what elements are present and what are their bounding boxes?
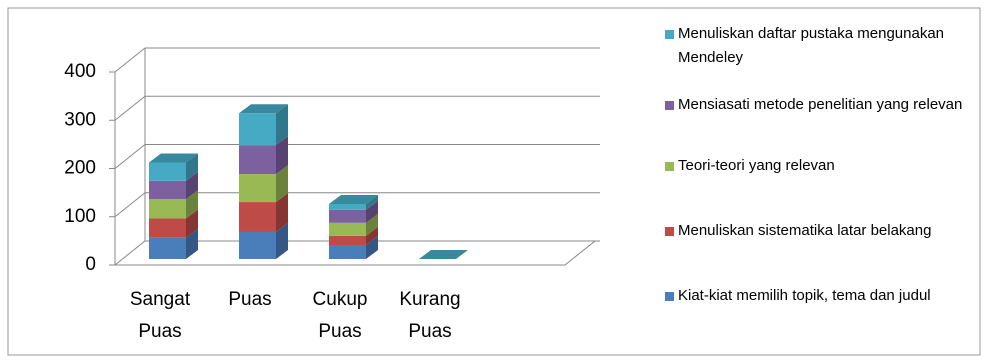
- x-tick-label: Sangat Puas: [130, 289, 191, 342]
- bar-side: [276, 193, 288, 232]
- bar-segment: [149, 237, 186, 259]
- y-tick-label: 400: [64, 61, 96, 82]
- grid-line: [114, 47, 600, 73]
- y-tick-label: 200: [64, 158, 96, 179]
- bar-segment: [329, 235, 366, 246]
- x-tick-label: Cukup Puas: [313, 289, 368, 342]
- chart-border: [7, 7, 981, 356]
- bar-segment: [149, 218, 186, 238]
- bar-side: [366, 213, 378, 236]
- legend-swatch: [665, 227, 674, 236]
- bar-side: [366, 226, 378, 246]
- legend-swatch: [665, 30, 674, 39]
- legend-label: Menuliskan daftar pustaka mengunakan Men…: [678, 25, 945, 66]
- grid-line: [114, 95, 600, 121]
- bar-top: [329, 194, 378, 204]
- legend-label: Mensiasati metode penelitian yang releva…: [678, 96, 963, 113]
- floor: [115, 240, 596, 266]
- bar-top: [149, 153, 198, 163]
- x-tick-label: Kurang Puas: [399, 289, 460, 342]
- bar-side: [186, 228, 198, 259]
- bar-side: [186, 209, 198, 238]
- bar-segment: [239, 174, 276, 203]
- legend-swatch: [665, 101, 674, 110]
- bar-segment: [239, 113, 276, 146]
- bar-segment: [239, 202, 276, 232]
- bar-segment: [149, 180, 186, 200]
- legend-label: Kiat-kiat memilih topik, tema dan judul: [678, 287, 931, 304]
- y-tick-label: 100: [64, 206, 96, 227]
- legend-swatch: [665, 292, 674, 301]
- bar-segment: [329, 245, 366, 259]
- bar-side: [276, 136, 288, 175]
- y-tick-label: 0: [85, 254, 96, 275]
- bar-side: [276, 222, 288, 259]
- legend-label: Teori-teori yang relevan: [678, 157, 835, 174]
- bar-side: [366, 200, 378, 223]
- x-tick-label: Puas: [228, 289, 271, 310]
- bar-segment: [329, 203, 366, 210]
- bar-segment: [149, 162, 186, 181]
- bar-top: [419, 250, 468, 259]
- bar-side: [366, 194, 378, 210]
- bar-side: [276, 165, 288, 203]
- bar-side: [276, 104, 288, 146]
- legend-label: Menuliskan sistematika latar belakang: [678, 222, 932, 239]
- bar-top: [239, 104, 288, 114]
- bar-segment: [149, 199, 186, 219]
- bar-segment: [329, 222, 366, 236]
- bar-side: [186, 190, 198, 219]
- bar-side: [366, 236, 378, 259]
- bar-side: [186, 171, 198, 200]
- bar-segment: [239, 231, 276, 259]
- bar-side: [186, 153, 198, 181]
- bar-segment: [329, 209, 366, 223]
- legend-swatch: [665, 162, 674, 171]
- y-tick-label: 300: [64, 109, 96, 130]
- bar-segment: [239, 145, 276, 175]
